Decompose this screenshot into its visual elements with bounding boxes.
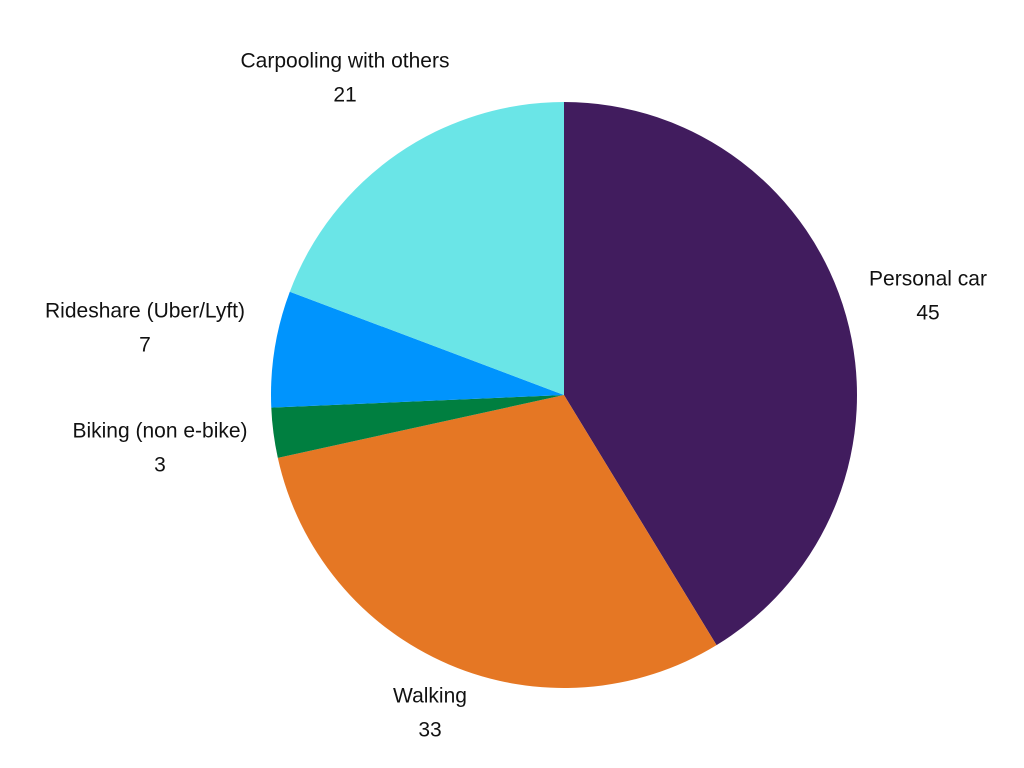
slice-label: Biking (non e-bike) (72, 420, 247, 443)
pie-slice (277, 395, 717, 688)
slice-label: Personal car (869, 268, 987, 291)
slice-value: 3 (154, 454, 166, 477)
pie-slice (289, 102, 564, 395)
slice-label: Rideshare (Uber/Lyft) (45, 300, 245, 323)
pie-slice (564, 102, 857, 646)
slice-value: 33 (418, 719, 441, 742)
slice-value: 7 (139, 334, 151, 357)
pie-slice (271, 395, 564, 458)
slice-value: 21 (333, 84, 356, 107)
slice-label: Carpooling with others (241, 50, 450, 73)
pie-slice (271, 291, 564, 408)
slice-label: Walking (393, 685, 467, 708)
slice-value: 45 (916, 302, 939, 325)
